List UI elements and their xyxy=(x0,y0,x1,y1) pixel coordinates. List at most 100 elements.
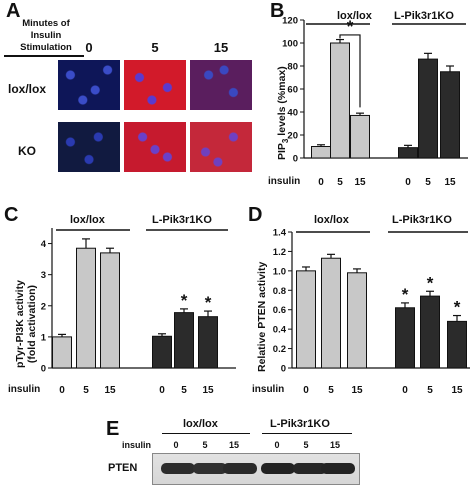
micrograph-loxlox-0min xyxy=(58,60,120,110)
panel-c-xtick-label: 0 xyxy=(159,385,165,396)
western-blot xyxy=(152,453,360,485)
panel-b-xtick-label: 15 xyxy=(444,177,456,188)
panel-b-xtick-label: 5 xyxy=(337,177,343,188)
panel-b-ytick-label: 40 xyxy=(287,108,298,119)
blot-band-5 xyxy=(293,463,327,474)
micrograph-loxlox-15min xyxy=(190,60,252,110)
panel-c-xtick-label: 5 xyxy=(83,385,89,396)
panel-e-group-ko: L-Pik3r1KO xyxy=(270,418,330,430)
panel-d-xtick-label: 0 xyxy=(303,385,309,396)
blot-band-4 xyxy=(261,463,295,474)
panel-c-xtick-label: 15 xyxy=(104,385,116,396)
blot-band-6 xyxy=(321,463,355,474)
panel-c-xtick-label: 15 xyxy=(202,385,214,396)
panel-b-label: B xyxy=(270,0,285,22)
panel-d-bar xyxy=(321,257,341,369)
panel-b-ytick-label: 120 xyxy=(282,16,298,27)
panel-e-time-6: 15 xyxy=(329,440,340,450)
panel-d-bar xyxy=(347,272,367,369)
panel-d-ytick-label: 1.2 xyxy=(273,247,286,258)
micrograph-ko-5min xyxy=(124,122,186,172)
micrograph-ko-0min xyxy=(58,122,120,172)
panel-e-time-4: 0 xyxy=(274,440,280,450)
panel-c-ytick-label: 2 xyxy=(41,301,46,312)
panel-b-xtick-label: 0 xyxy=(405,177,411,188)
panel-c-xtick-label: 0 xyxy=(59,385,65,396)
panel-a-header-line3: Stimulation xyxy=(20,42,72,53)
panel-c-ytick-label: 1 xyxy=(41,332,47,343)
panel-d-ytick-label: 1.0 xyxy=(273,266,286,277)
blot-band-3 xyxy=(223,463,257,474)
panel-d-ytick-label: 0.6 xyxy=(273,305,286,316)
panel-d-bar xyxy=(420,295,440,369)
panel-d-bar xyxy=(296,270,316,369)
panel-b-group-loxlox: lox/lox xyxy=(337,10,372,22)
panel-c-group-loxlox: lox/lox xyxy=(70,214,105,226)
panel-b-significance-star: * xyxy=(347,17,354,36)
panel-d-bar xyxy=(447,320,467,369)
panel-a-row-loxlox: lox/lox xyxy=(8,82,47,96)
panel-e-time-2: 5 xyxy=(202,440,208,450)
panel-e-insulin-label: insulin xyxy=(122,440,151,450)
panel-c-ytick-label: 4 xyxy=(41,239,47,250)
panel-a-row-ko: KO xyxy=(18,144,36,158)
panel-c-group-ko: L-Pik3r1KO xyxy=(152,214,212,226)
panel-d-xtick-label: 15 xyxy=(351,385,363,396)
panel-e-bracket-ko xyxy=(262,433,352,434)
panel-d-ytick-label: 0.8 xyxy=(273,286,286,297)
panel-c-ytick-label: 0 xyxy=(41,364,46,375)
panel-e-group-loxlox: lox/lox xyxy=(183,418,218,430)
panel-c-significance-star: * xyxy=(181,291,188,310)
panel-c-xlabel: insulin xyxy=(8,384,41,395)
blot-band-1 xyxy=(161,463,195,474)
panel-c-label: C xyxy=(4,204,19,226)
panel-b-group-ko: L-Pik3r1KO xyxy=(394,10,454,22)
panel-c-significance-star: * xyxy=(205,293,212,312)
panel-e-bracket-loxlox xyxy=(162,433,250,434)
panel-d-ytick-label: 0.2 xyxy=(273,344,286,355)
panel-a-header-line1: Minutes of xyxy=(22,18,70,29)
panel-d-xtick-label: 5 xyxy=(328,385,334,396)
micrograph-ko-15min xyxy=(190,122,252,172)
blot-band-2 xyxy=(193,463,227,474)
panel-a-header: Minutes of Insulin Stimulation xyxy=(6,18,86,54)
panel-b-xtick-label: 5 xyxy=(425,177,431,188)
panel-d-bar xyxy=(395,307,415,369)
panel-d-label: D xyxy=(248,204,263,226)
panel-e-time-3: 15 xyxy=(228,440,239,450)
panel-d-xtick-label: 5 xyxy=(427,385,433,396)
panel-c-ytick-label: 3 xyxy=(41,270,46,281)
panel-b-xtick-label: 0 xyxy=(318,177,324,188)
panel-d-ytick-label: 0 xyxy=(281,364,286,375)
panel-b-ytick-label: 20 xyxy=(287,131,298,142)
panel-b-ytick-label: 100 xyxy=(282,39,298,50)
panel-b-xlabel: insulin xyxy=(268,176,301,187)
panel-d-group-loxlox: lox/lox xyxy=(314,214,349,226)
panel-c-xtick-label: 5 xyxy=(181,385,187,396)
panel-e-time-5: 5 xyxy=(303,440,309,450)
panel-a-divider xyxy=(4,55,84,57)
panel-b-ytick-label: 0 xyxy=(293,154,298,165)
panel-b-ytick-label: 60 xyxy=(287,85,298,96)
panel-a-time-5: 5 xyxy=(151,40,159,55)
panel-d-significance-star: * xyxy=(402,285,409,304)
panel-d-ytick-label: 1.4 xyxy=(273,228,287,239)
panel-b-significance-bracket xyxy=(339,34,361,108)
panel-d-ytick-label: 0.4 xyxy=(273,325,287,336)
panel-d-significance-star: * xyxy=(454,298,461,317)
panel-d-xtick-label: 15 xyxy=(451,385,463,396)
panel-a-time-0: 0 xyxy=(85,40,93,55)
panel-a-label: A xyxy=(6,0,21,22)
panel-e-time-1: 0 xyxy=(173,440,179,450)
panel-b-xtick-label: 15 xyxy=(354,177,366,188)
panel-e-blot-label: PTEN xyxy=(108,462,138,474)
panel-a-time-15: 15 xyxy=(213,40,229,55)
panel-e-label: E xyxy=(106,418,120,440)
panel-d-significance-star: * xyxy=(427,273,434,292)
panel-a-header-line2: Insulin xyxy=(30,30,62,41)
panel-d-xlabel: insulin xyxy=(252,384,285,395)
micrograph-loxlox-5min xyxy=(124,60,186,110)
